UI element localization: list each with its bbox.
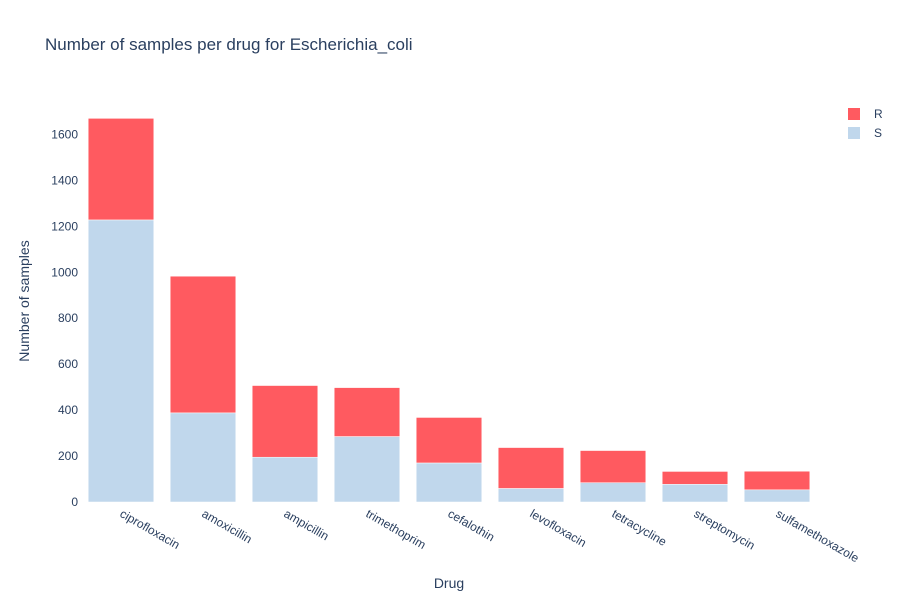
legend-label-S: S: [874, 126, 882, 140]
x-tick-label: levofloxacin: [528, 506, 589, 549]
bar-S-ciprofloxacin: [87, 219, 155, 503]
legend-swatch-S: [848, 127, 860, 139]
x-tick-label: trimethoprim: [364, 506, 429, 551]
legend-swatch-R: [848, 108, 860, 120]
x-axis-ticks: ciprofloxacin amoxicillin ampicillin trimet…: [118, 506, 862, 565]
bar-R-sulfamethoxazole: [743, 470, 811, 491]
x-tick-label: amoxicillin: [200, 506, 255, 546]
y-tick-label: 600: [58, 357, 78, 371]
bar-S-streptomycin: [661, 484, 729, 503]
bar-R-streptomycin: [661, 471, 729, 485]
x-tick-label: ampicillin: [282, 506, 332, 543]
chart-title: Number of samples per drug for Escherich…: [45, 35, 413, 54]
y-tick-label: 400: [58, 403, 78, 417]
x-tick-label: ciprofloxacin: [118, 506, 183, 551]
bar-S-levofloxacin: [497, 488, 565, 503]
bar-S-ampicillin: [251, 456, 319, 503]
y-tick-label: 1600: [51, 127, 78, 141]
y-tick-label: 0: [71, 495, 78, 509]
x-tick-label: tetracycline: [610, 506, 670, 549]
x-tick-label: sulfamethoxazole: [774, 506, 862, 565]
y-tick-label: 800: [58, 311, 78, 325]
bar-S-tetracycline: [579, 482, 647, 503]
bar-R-cefalothin: [415, 417, 483, 464]
y-axis-ticks: 0 200 400 600 800 1000 1200 1400 1600: [51, 127, 78, 509]
bar-R-tetracycline: [579, 450, 647, 483]
plot-area: [87, 118, 811, 503]
bar-S-amoxicillin: [169, 412, 237, 503]
bar-R-levofloxacin: [497, 447, 565, 489]
y-tick-label: 1200: [51, 219, 78, 233]
legend: RS: [848, 107, 883, 140]
bar-R-amoxicillin: [169, 275, 237, 414]
x-tick-label: streptomycin: [692, 506, 758, 552]
x-tick-label: cefalothin: [446, 506, 497, 544]
bar-R-trimethoprim: [333, 387, 401, 437]
legend-label-R: R: [874, 107, 883, 121]
y-tick-label: 1000: [51, 265, 78, 279]
bar-S-cefalothin: [415, 462, 483, 503]
bar-S-trimethoprim: [333, 436, 401, 503]
y-tick-label: 200: [58, 449, 78, 463]
x-axis-title: Drug: [434, 575, 464, 591]
bar-S-sulfamethoxazole: [743, 489, 811, 503]
bar-R-ciprofloxacin: [87, 118, 155, 221]
y-tick-label: 1400: [51, 173, 78, 187]
y-axis-title: Number of samples: [16, 240, 32, 361]
bar-R-ampicillin: [251, 385, 319, 458]
